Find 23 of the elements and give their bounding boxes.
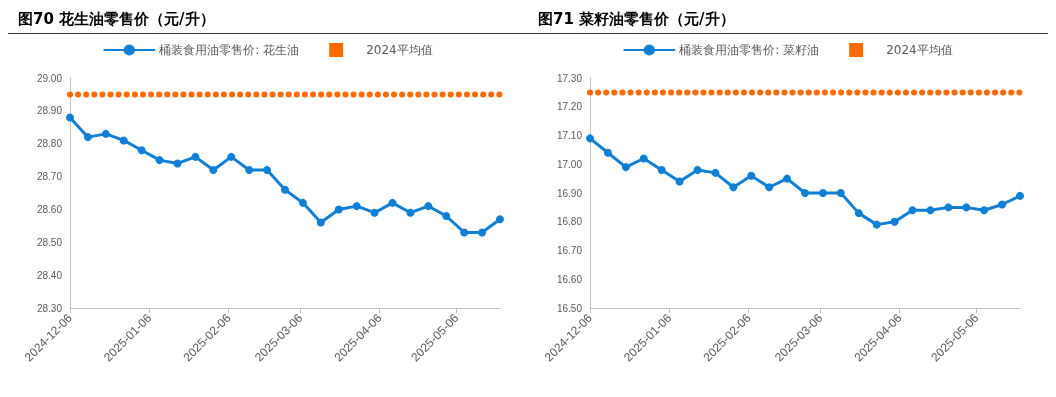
y-tick-label: 16.50	[556, 302, 583, 314]
y-tick-label: 16.70	[556, 245, 583, 256]
y-tick-label: 28.40	[36, 269, 63, 281]
y-tick-label: 28.80	[36, 138, 63, 150]
y-tick-label: 28.50	[36, 236, 63, 248]
y-tick-label: 16.60	[556, 273, 583, 285]
legend-label: 2024平均值	[366, 43, 433, 57]
y-tick-label: 16.80	[556, 216, 583, 228]
y-tick-label: 28.70	[36, 171, 63, 183]
y-tick-label: 17.00	[556, 158, 583, 170]
y-tick-label: 17.10	[556, 130, 583, 141]
y-tick-label: 28.60	[36, 203, 63, 215]
legend-label: 桶装食用油零售价: 菜籽油	[679, 43, 820, 57]
y-tick-label: 16.90	[556, 187, 583, 199]
y-tick-label: 28.90	[36, 105, 63, 117]
legend-label: 桶装食用油零售价: 花生油	[159, 43, 300, 57]
y-tick-label: 28.30	[36, 302, 63, 314]
y-tick-label: 17.30	[556, 72, 583, 84]
y-tick-label: 17.20	[556, 101, 583, 113]
legend-label: 2024平均值	[886, 43, 953, 57]
y-tick-label: 29.00	[36, 72, 63, 84]
chart-title: 图70 花生油零售价（元/升）	[8, 8, 528, 34]
chart-title: 图71 菜籽油零售价（元/升）	[528, 8, 1048, 34]
